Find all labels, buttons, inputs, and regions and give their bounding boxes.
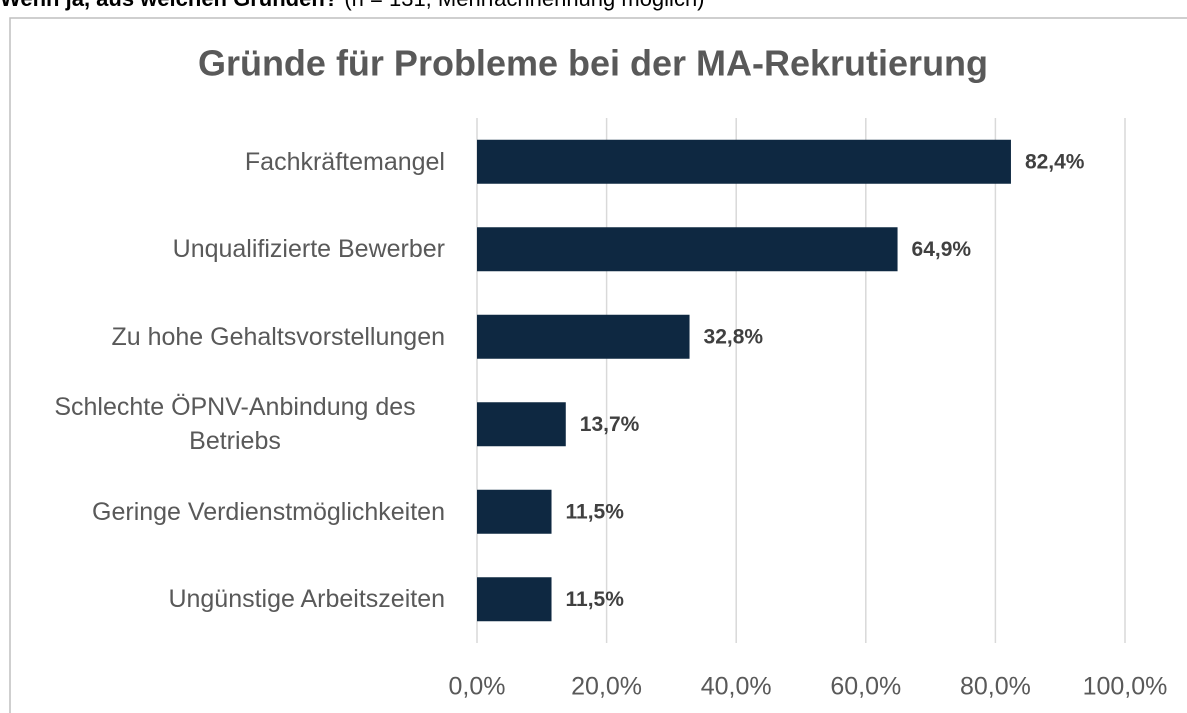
x-tick-label: 100,0%	[1083, 673, 1168, 701]
question-text: Wenn ja, aus welchen Gründen?	[0, 0, 338, 11]
bar	[477, 139, 1011, 184]
category-label: Zu hohe Gehaltsvorstellungen	[111, 322, 445, 351]
category-label: Ungünstige Arbeitszeiten	[168, 585, 445, 614]
value-label: 32,8%	[704, 325, 764, 348]
value-label: 82,4%	[1025, 150, 1085, 173]
category-label: Schlechte ÖPNV-Anbindung des Betriebs	[54, 393, 416, 456]
category-label: Unqualifizierte Bewerber	[172, 235, 445, 264]
value-label: 64,9%	[912, 238, 972, 261]
bar	[477, 227, 898, 272]
x-tick-label: 20,0%	[571, 673, 642, 701]
x-tick-label: 40,0%	[701, 673, 772, 701]
x-tick-label: 80,0%	[960, 673, 1031, 701]
question-note: (n = 131, Mehrfachnennung möglich)	[344, 0, 704, 11]
x-tick-label: 60,0%	[830, 673, 901, 701]
bar	[477, 489, 552, 534]
value-label: 11,5%	[566, 500, 625, 523]
chart-border	[9, 17, 1187, 713]
category-label: Geringe Verdienstmöglichkeiten	[92, 497, 445, 526]
bar	[477, 314, 690, 359]
bar	[477, 402, 566, 447]
category-label: Fachkräftemangel	[244, 147, 445, 176]
value-label: 11,5%	[566, 588, 625, 611]
chart-title: Gründe für Probleme bei der MA-Rekrutier…	[198, 43, 988, 84]
x-tick-label: 0,0%	[449, 673, 506, 701]
bar	[477, 577, 552, 622]
value-label: 13,7%	[580, 413, 640, 436]
question: Wenn ja, aus welchen Gründen? (n = 131, …	[0, 0, 705, 12]
